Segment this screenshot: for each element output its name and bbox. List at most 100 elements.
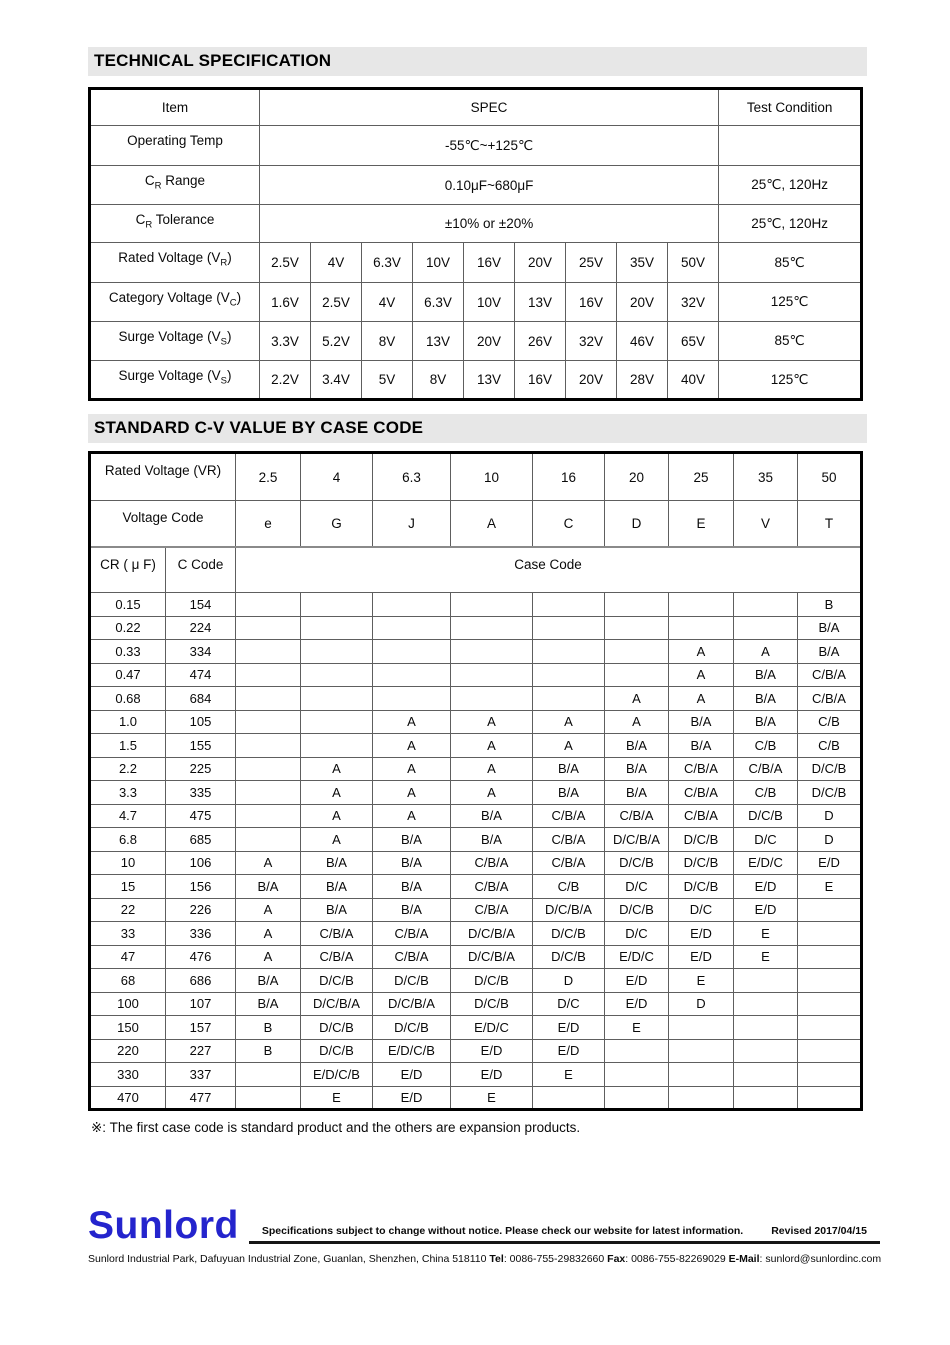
spec-value-cell: 2.2V <box>259 360 311 400</box>
case-code-row: 47 476 A C/B/A C/B/A D/C/B/A D/C/B E/D/C E/D E <box>89 944 862 969</box>
case-code-cell: A <box>532 733 605 758</box>
email-address: : sunlord@sunlordinc.com <box>759 1253 882 1266</box>
voltage-code-value: G <box>300 500 373 548</box>
case-code-cell: D/C/B/A <box>450 921 533 946</box>
cr-value-cell: 33 <box>89 921 166 946</box>
c-code-cell: 337 <box>165 1062 236 1087</box>
case-code-cell: C/B/A <box>532 827 605 852</box>
case-code-cell: A <box>450 709 533 734</box>
case-code-cell <box>235 709 301 734</box>
cv-case-code-table-body: Rated Voltage (VR) 2.5 4 6.3 10 16 20 25 35 50 Vol… <box>89 452 862 1110</box>
footer-tagline: Specifications subject to change without… <box>249 1225 880 1241</box>
case-code-row: 0.33 334 A A B/A <box>89 639 862 664</box>
case-code-cell: D/C/B <box>604 897 669 922</box>
spec-value-cell: 50V <box>666 242 720 283</box>
case-code-cell: D/C/B/A <box>450 944 533 969</box>
case-code-cell: D/C/B <box>450 968 533 993</box>
case-code-cell: C/B <box>532 874 605 899</box>
voltage-code-value: V <box>733 500 798 548</box>
spec-value-cell: 6.3V <box>412 282 464 322</box>
case-code-cell: E/D <box>604 968 669 993</box>
case-code-cell: A <box>372 780 451 805</box>
case-code-cell: D/C <box>532 991 605 1016</box>
case-code-cell <box>604 1085 669 1110</box>
c-code-cell: 476 <box>165 944 236 969</box>
case-code-cell: C/B/A <box>300 921 373 946</box>
cr-value-cell: 3.3 <box>89 780 166 805</box>
spec-value-cell: 8V <box>361 321 413 361</box>
case-code-cell: D/C/B <box>797 756 862 781</box>
case-code-cell: E/D <box>668 921 734 946</box>
col-header-spec: SPEC <box>258 88 720 126</box>
case-code-cell: E/D/C/B <box>372 1038 451 1063</box>
case-code-cell: B/A <box>300 897 373 922</box>
c-code-cell: 224 <box>165 615 236 640</box>
case-code-cell <box>235 1085 301 1110</box>
case-code-cell <box>235 756 301 781</box>
case-code-cell <box>668 615 734 640</box>
c-code-cell: 685 <box>165 827 236 852</box>
rated-voltage-value: 2.5 <box>235 452 301 501</box>
spec-value-cell: 3.4V <box>310 360 362 400</box>
case-code-row: 22 226 A B/A B/A C/B/A D/C/B/A D/C/B D/C E/D <box>89 897 862 922</box>
case-code-cell: A <box>235 850 301 875</box>
case-code-cell <box>300 709 373 734</box>
spec-item-label: Category Voltage (VC) <box>89 282 260 322</box>
case-code-cell <box>604 639 669 664</box>
spec-value-cell: 20V <box>463 321 515 361</box>
tel-number: : 0086-755-29832660 <box>503 1253 608 1266</box>
case-code-row: 68 686 B/A D/C/B D/C/B D/C/B D E/D E <box>89 968 862 993</box>
test-condition-cell: 125℃ <box>718 282 863 322</box>
case-code-cell: D/C/B <box>532 921 605 946</box>
case-code-cell <box>300 592 373 617</box>
cr-value-cell: 330 <box>89 1062 166 1087</box>
case-code-cell <box>300 615 373 640</box>
case-code-cell <box>733 615 798 640</box>
case-code-cell: B/A <box>235 874 301 899</box>
case-code-cell <box>797 921 862 946</box>
case-code-row: 220 227 B D/C/B E/D/C/B E/D E/D <box>89 1038 862 1063</box>
spec-value-cell: 13V <box>412 321 464 361</box>
cr-value-cell: 1.0 <box>89 709 166 734</box>
case-code-cell <box>733 991 798 1016</box>
c-code-cell: 334 <box>165 639 236 664</box>
case-code-cell: D/C/B <box>300 968 373 993</box>
case-code-cell: D <box>797 803 862 828</box>
voltage-code-value: T <box>797 500 862 548</box>
col-header-item: Item <box>89 88 260 126</box>
page-footer: Sunlord Specifications subject to change… <box>88 1206 882 1266</box>
spec-value-cell: 0.10μF~680μF <box>258 165 720 205</box>
spec-value-cell: 28V <box>616 360 668 400</box>
spec-row: Rated Voltage (VR) 2.5V 4V 6.3V 10V 16V 20V 25V… <box>89 242 863 283</box>
technical-spec-table: Item SPEC Test Condition Operating Temp -55℃… <box>88 87 864 401</box>
case-code-cell: B/A <box>797 615 862 640</box>
section-title-technical-specification: TECHNICAL SPECIFICATION <box>88 47 867 76</box>
spec-item-label: CR Tolerance <box>89 204 260 243</box>
case-code-cell: B/A <box>797 639 862 664</box>
case-code-cell: A <box>604 709 669 734</box>
spec-value-cell: 5.2V <box>310 321 362 361</box>
case-code-cell: B/A <box>235 991 301 1016</box>
rated-voltage-value: 4 <box>300 452 373 501</box>
case-code-cell: B/A <box>532 780 605 805</box>
case-code-cell <box>450 615 533 640</box>
case-code-cell: E/D <box>733 897 798 922</box>
case-code-cell: B/A <box>372 850 451 875</box>
case-code-cell: B/A <box>733 662 798 687</box>
case-code-cell: C/B/A <box>300 944 373 969</box>
case-code-cell: A <box>450 756 533 781</box>
case-code-cell: B/A <box>300 850 373 875</box>
case-code-row: 470 477 E E/D E <box>89 1085 862 1110</box>
case-code-cell <box>532 592 605 617</box>
case-code-cell: D/C/B/A <box>532 897 605 922</box>
spec-value-cell: 16V <box>514 360 566 400</box>
c-code-cell: 475 <box>165 803 236 828</box>
col-header-test-condition: Test Condition <box>718 88 863 126</box>
cv-case-code-table: Rated Voltage (VR) 2.5 4 6.3 10 16 20 25 35 50 Vol… <box>88 451 863 1111</box>
case-code-cell: C/B/A <box>668 803 734 828</box>
case-code-cell: D/C <box>604 921 669 946</box>
test-condition-cell: 85℃ <box>718 321 863 361</box>
case-code-cell <box>450 686 533 711</box>
spec-value-cell: 32V <box>666 282 720 322</box>
